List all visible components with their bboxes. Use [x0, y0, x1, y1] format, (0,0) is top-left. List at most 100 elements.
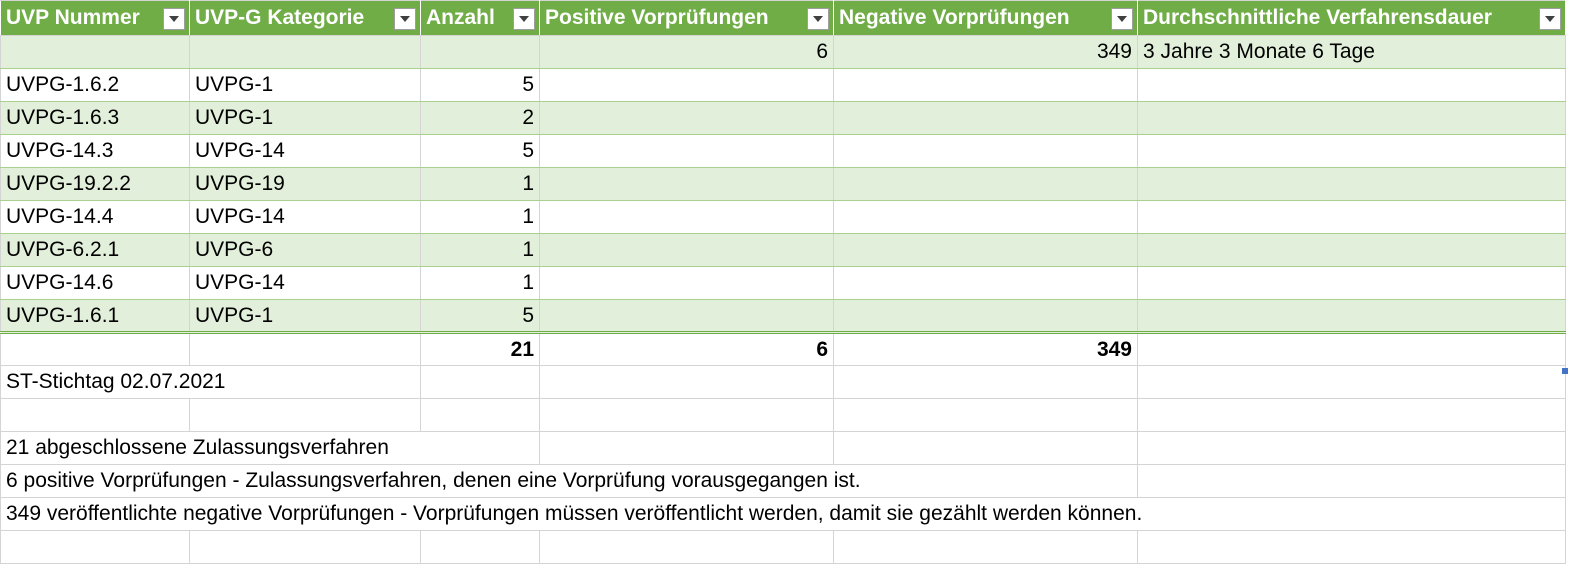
kategorie-cell[interactable]: UVPG-14: [189, 134, 421, 168]
sheet-row: [0, 398, 1566, 432]
cell[interactable]: [539, 431, 834, 465]
filter-dropdown-icon[interactable]: [163, 8, 185, 30]
kategorie-cell[interactable]: UVPG-6: [189, 233, 421, 267]
cell[interactable]: [420, 398, 540, 432]
cell[interactable]: [833, 233, 1138, 267]
total-positive-cell[interactable]: 6: [539, 331, 834, 366]
anzahl-cell[interactable]: 5: [420, 134, 540, 168]
anzahl-cell[interactable]: 1: [420, 266, 540, 300]
anzahl-cell[interactable]: 2: [420, 101, 540, 135]
cell[interactable]: [539, 530, 834, 564]
cell[interactable]: [0, 398, 190, 432]
kategorie-cell[interactable]: UVPG-1: [189, 68, 421, 102]
cell[interactable]: [539, 398, 834, 432]
cell[interactable]: [1137, 68, 1566, 102]
header-uvp-g-kategorie[interactable]: UVP-G Kategorie: [189, 0, 421, 36]
cell[interactable]: [539, 233, 834, 267]
cell[interactable]: [0, 530, 190, 564]
cell[interactable]: [189, 398, 421, 432]
cell[interactable]: [189, 331, 421, 366]
cell[interactable]: [539, 299, 834, 333]
cell[interactable]: [1137, 200, 1566, 234]
table-resize-handle[interactable]: [1562, 368, 1568, 374]
uvp-nummer-cell[interactable]: UVPG-19.2.2: [0, 167, 190, 201]
uvp-nummer-cell[interactable]: UVPG-6.2.1: [0, 233, 190, 267]
uvp-nummer-cell[interactable]: UVPG-14.4: [0, 200, 190, 234]
cell[interactable]: [539, 365, 834, 399]
cell[interactable]: [539, 68, 834, 102]
cell[interactable]: [833, 101, 1138, 135]
cell[interactable]: [0, 35, 190, 69]
cell[interactable]: [1137, 530, 1566, 564]
cell[interactable]: [833, 365, 1138, 399]
total-anzahl-cell[interactable]: 21: [420, 331, 540, 366]
cell[interactable]: [1137, 266, 1566, 300]
cell[interactable]: [1137, 398, 1566, 432]
cell[interactable]: [539, 101, 834, 135]
cell[interactable]: [1137, 167, 1566, 201]
summary-negative-cell[interactable]: 349: [833, 35, 1138, 69]
uvp-nummer-cell[interactable]: UVPG-14.6: [0, 266, 190, 300]
filter-dropdown-icon[interactable]: [513, 8, 535, 30]
cell[interactable]: [420, 530, 540, 564]
header-durchschnittliche-verfahrensdauer[interactable]: Durchschnittliche Verfahrensdauer: [1137, 0, 1566, 36]
cell[interactable]: [539, 167, 834, 201]
uvp-nummer-cell[interactable]: UVPG-1.6.3: [0, 101, 190, 135]
cell[interactable]: [1137, 365, 1566, 399]
uvp-nummer-cell[interactable]: UVPG-1.6.2: [0, 68, 190, 102]
filter-dropdown-icon[interactable]: [807, 8, 829, 30]
header-positive-vorpruefungen[interactable]: Positive Vorprüfungen: [539, 0, 834, 36]
kategorie-cell[interactable]: UVPG-14: [189, 200, 421, 234]
header-negative-vorpruefungen[interactable]: Negative Vorprüfungen: [833, 0, 1138, 36]
kategorie-cell[interactable]: UVPG-1: [189, 299, 421, 333]
cell[interactable]: [1137, 464, 1566, 498]
cell[interactable]: [539, 200, 834, 234]
uvp-nummer-cell[interactable]: UVPG-14.3: [0, 134, 190, 168]
filter-dropdown-icon[interactable]: [1539, 8, 1561, 30]
kategorie-cell[interactable]: UVPG-14: [189, 266, 421, 300]
summary-duration-cell[interactable]: 3 Jahre 3 Monate 6 Tage: [1137, 35, 1566, 69]
anzahl-cell[interactable]: 1: [420, 200, 540, 234]
cell[interactable]: [189, 530, 421, 564]
anzahl-cell[interactable]: 5: [420, 299, 540, 333]
header-anzahl[interactable]: Anzahl: [420, 0, 540, 36]
filter-dropdown-icon[interactable]: [394, 8, 416, 30]
uvp-nummer-cell[interactable]: UVPG-1.6.1: [0, 299, 190, 333]
table-row: UVPG-19.2.2 UVPG-19 1: [0, 167, 1566, 201]
cell[interactable]: [833, 299, 1138, 333]
cell[interactable]: [833, 266, 1138, 300]
anzahl-cell[interactable]: 1: [420, 233, 540, 267]
cell[interactable]: [833, 68, 1138, 102]
cell[interactable]: [833, 200, 1138, 234]
stichtag-cell[interactable]: ST-Stichtag 02.07.2021: [0, 365, 421, 399]
cell[interactable]: [1137, 101, 1566, 135]
header-uvp-nummer[interactable]: UVP Nummer: [0, 0, 190, 36]
filter-dropdown-icon[interactable]: [1111, 8, 1133, 30]
cell[interactable]: [539, 134, 834, 168]
anzahl-cell[interactable]: 5: [420, 68, 540, 102]
cell[interactable]: [1137, 431, 1566, 465]
cell[interactable]: [1137, 233, 1566, 267]
cell[interactable]: [420, 365, 540, 399]
kategorie-cell[interactable]: UVPG-1: [189, 101, 421, 135]
anzahl-cell[interactable]: 1: [420, 167, 540, 201]
cell[interactable]: [1137, 299, 1566, 333]
cell[interactable]: [833, 431, 1138, 465]
cell[interactable]: [833, 134, 1138, 168]
kategorie-cell[interactable]: UVPG-19: [189, 167, 421, 201]
note-line-3-cell[interactable]: 349 veröffentlichte negative Vorprüfunge…: [0, 497, 1566, 531]
cell[interactable]: [189, 35, 421, 69]
header-label: Positive Vorprüfungen: [545, 6, 769, 29]
note-line-2-cell[interactable]: 6 positive Vorprüfungen - Zulassungsverf…: [0, 464, 1138, 498]
note-line-1-cell[interactable]: 21 abgeschlossene Zulassungsverfahren: [0, 431, 540, 465]
cell[interactable]: [833, 167, 1138, 201]
summary-positive-cell[interactable]: 6: [539, 35, 834, 69]
cell[interactable]: [539, 266, 834, 300]
cell[interactable]: [1137, 331, 1566, 366]
total-negative-cell[interactable]: 349: [833, 331, 1138, 366]
cell[interactable]: [420, 35, 540, 69]
cell[interactable]: [833, 530, 1138, 564]
cell[interactable]: [833, 398, 1138, 432]
cell[interactable]: [0, 331, 190, 366]
cell[interactable]: [1137, 134, 1566, 168]
